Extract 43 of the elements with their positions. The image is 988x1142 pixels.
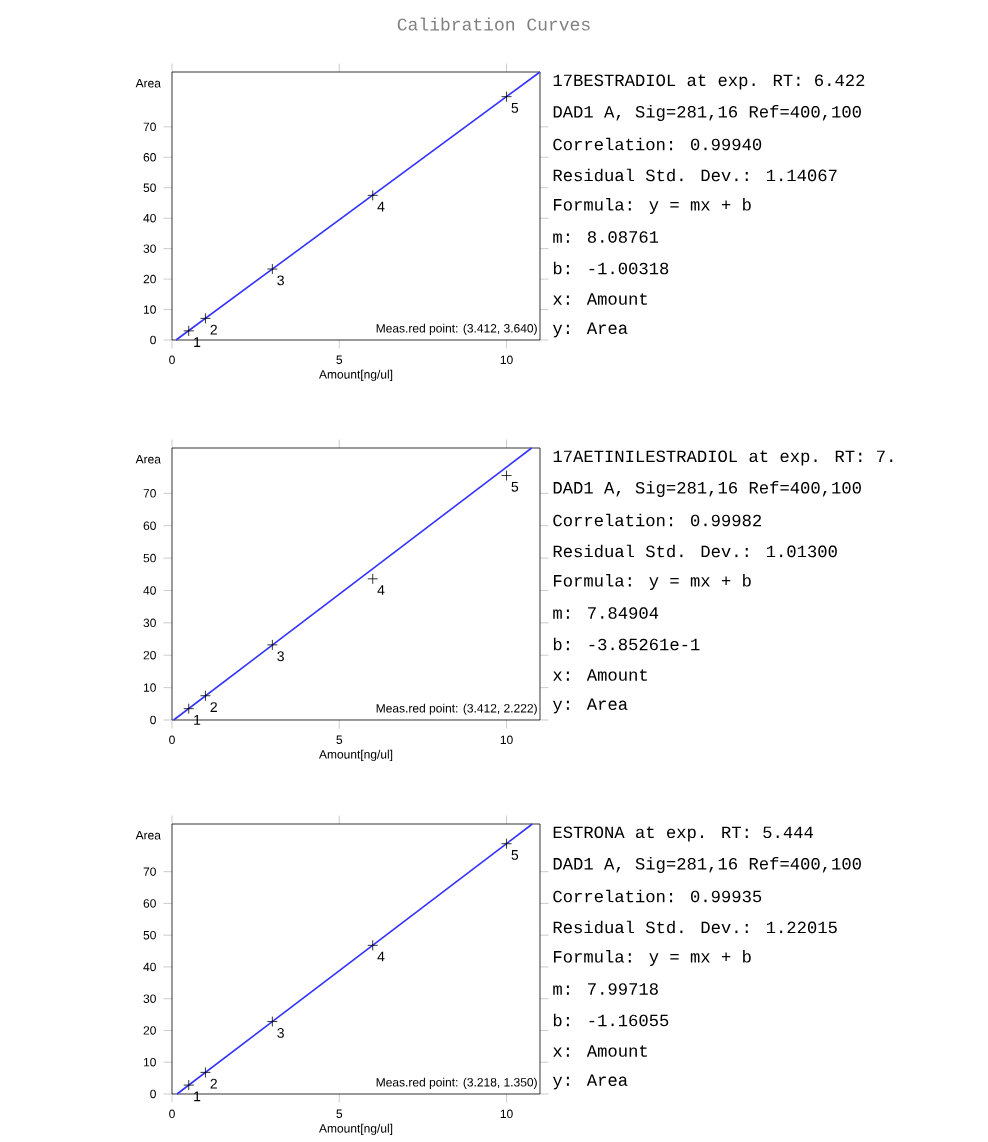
text: x: Amount xyxy=(553,1045,647,1057)
point xyxy=(200,312,211,324)
text: DAD1 A, Sig=281,16 Ref=400,100 xyxy=(553,105,861,121)
point xyxy=(266,639,278,651)
text: x: Amount xyxy=(553,669,647,681)
text: DAD1 A, Sig=281,16 Ref=400,100 xyxy=(553,856,861,873)
point xyxy=(501,470,512,481)
point xyxy=(183,703,195,715)
text: m: 7.84904 xyxy=(553,607,659,619)
text: y: Area xyxy=(552,1074,628,1090)
text: Correlation: 0.99940 xyxy=(553,137,762,151)
text: Residual Std. Dev.: 1.01300 xyxy=(553,544,837,558)
text: Correlation: 0.99982 xyxy=(553,513,762,527)
point xyxy=(266,263,278,275)
point xyxy=(501,838,512,850)
text: b: -1.16055 xyxy=(553,1013,669,1027)
point xyxy=(501,91,512,103)
point xyxy=(266,1016,278,1027)
text: ESTRONA at exp. RT: 5.444 xyxy=(553,826,813,842)
text: Residual Std. Dev.: 1.14067 xyxy=(553,168,837,182)
text: b: -1.00318 xyxy=(553,261,669,275)
point xyxy=(200,690,211,702)
text: m: 7.99718 xyxy=(553,983,658,995)
text: Formula: y = mx + b xyxy=(554,197,751,215)
text: y: Area xyxy=(552,322,628,338)
text: Correlation: 0.99935 xyxy=(553,889,762,903)
text: y: Area xyxy=(552,698,628,714)
text: 17BESTRADIOL at exp. RT: 6.422 xyxy=(553,74,865,90)
text: x: Amount xyxy=(553,293,647,305)
text: b: -3.85261e-1 xyxy=(553,637,700,651)
text: DAD1 A, Sig=281,16 Ref=400,100 xyxy=(553,481,861,497)
point xyxy=(367,189,379,201)
text: Residual Std. Dev.: 1.22015 xyxy=(553,920,837,934)
point xyxy=(183,325,195,337)
text: Formula: y = mx + b xyxy=(554,573,751,591)
text: Formula: y = mx + b xyxy=(554,949,751,967)
text: m: 8.08761 xyxy=(553,231,659,243)
point xyxy=(183,1079,195,1091)
text: 17AETINILESTRADIOL at exp. RT: 7. xyxy=(553,450,893,466)
point xyxy=(200,1067,211,1078)
point xyxy=(367,573,379,585)
point xyxy=(367,939,379,951)
chart-title: Calibration Curves xyxy=(397,17,590,31)
